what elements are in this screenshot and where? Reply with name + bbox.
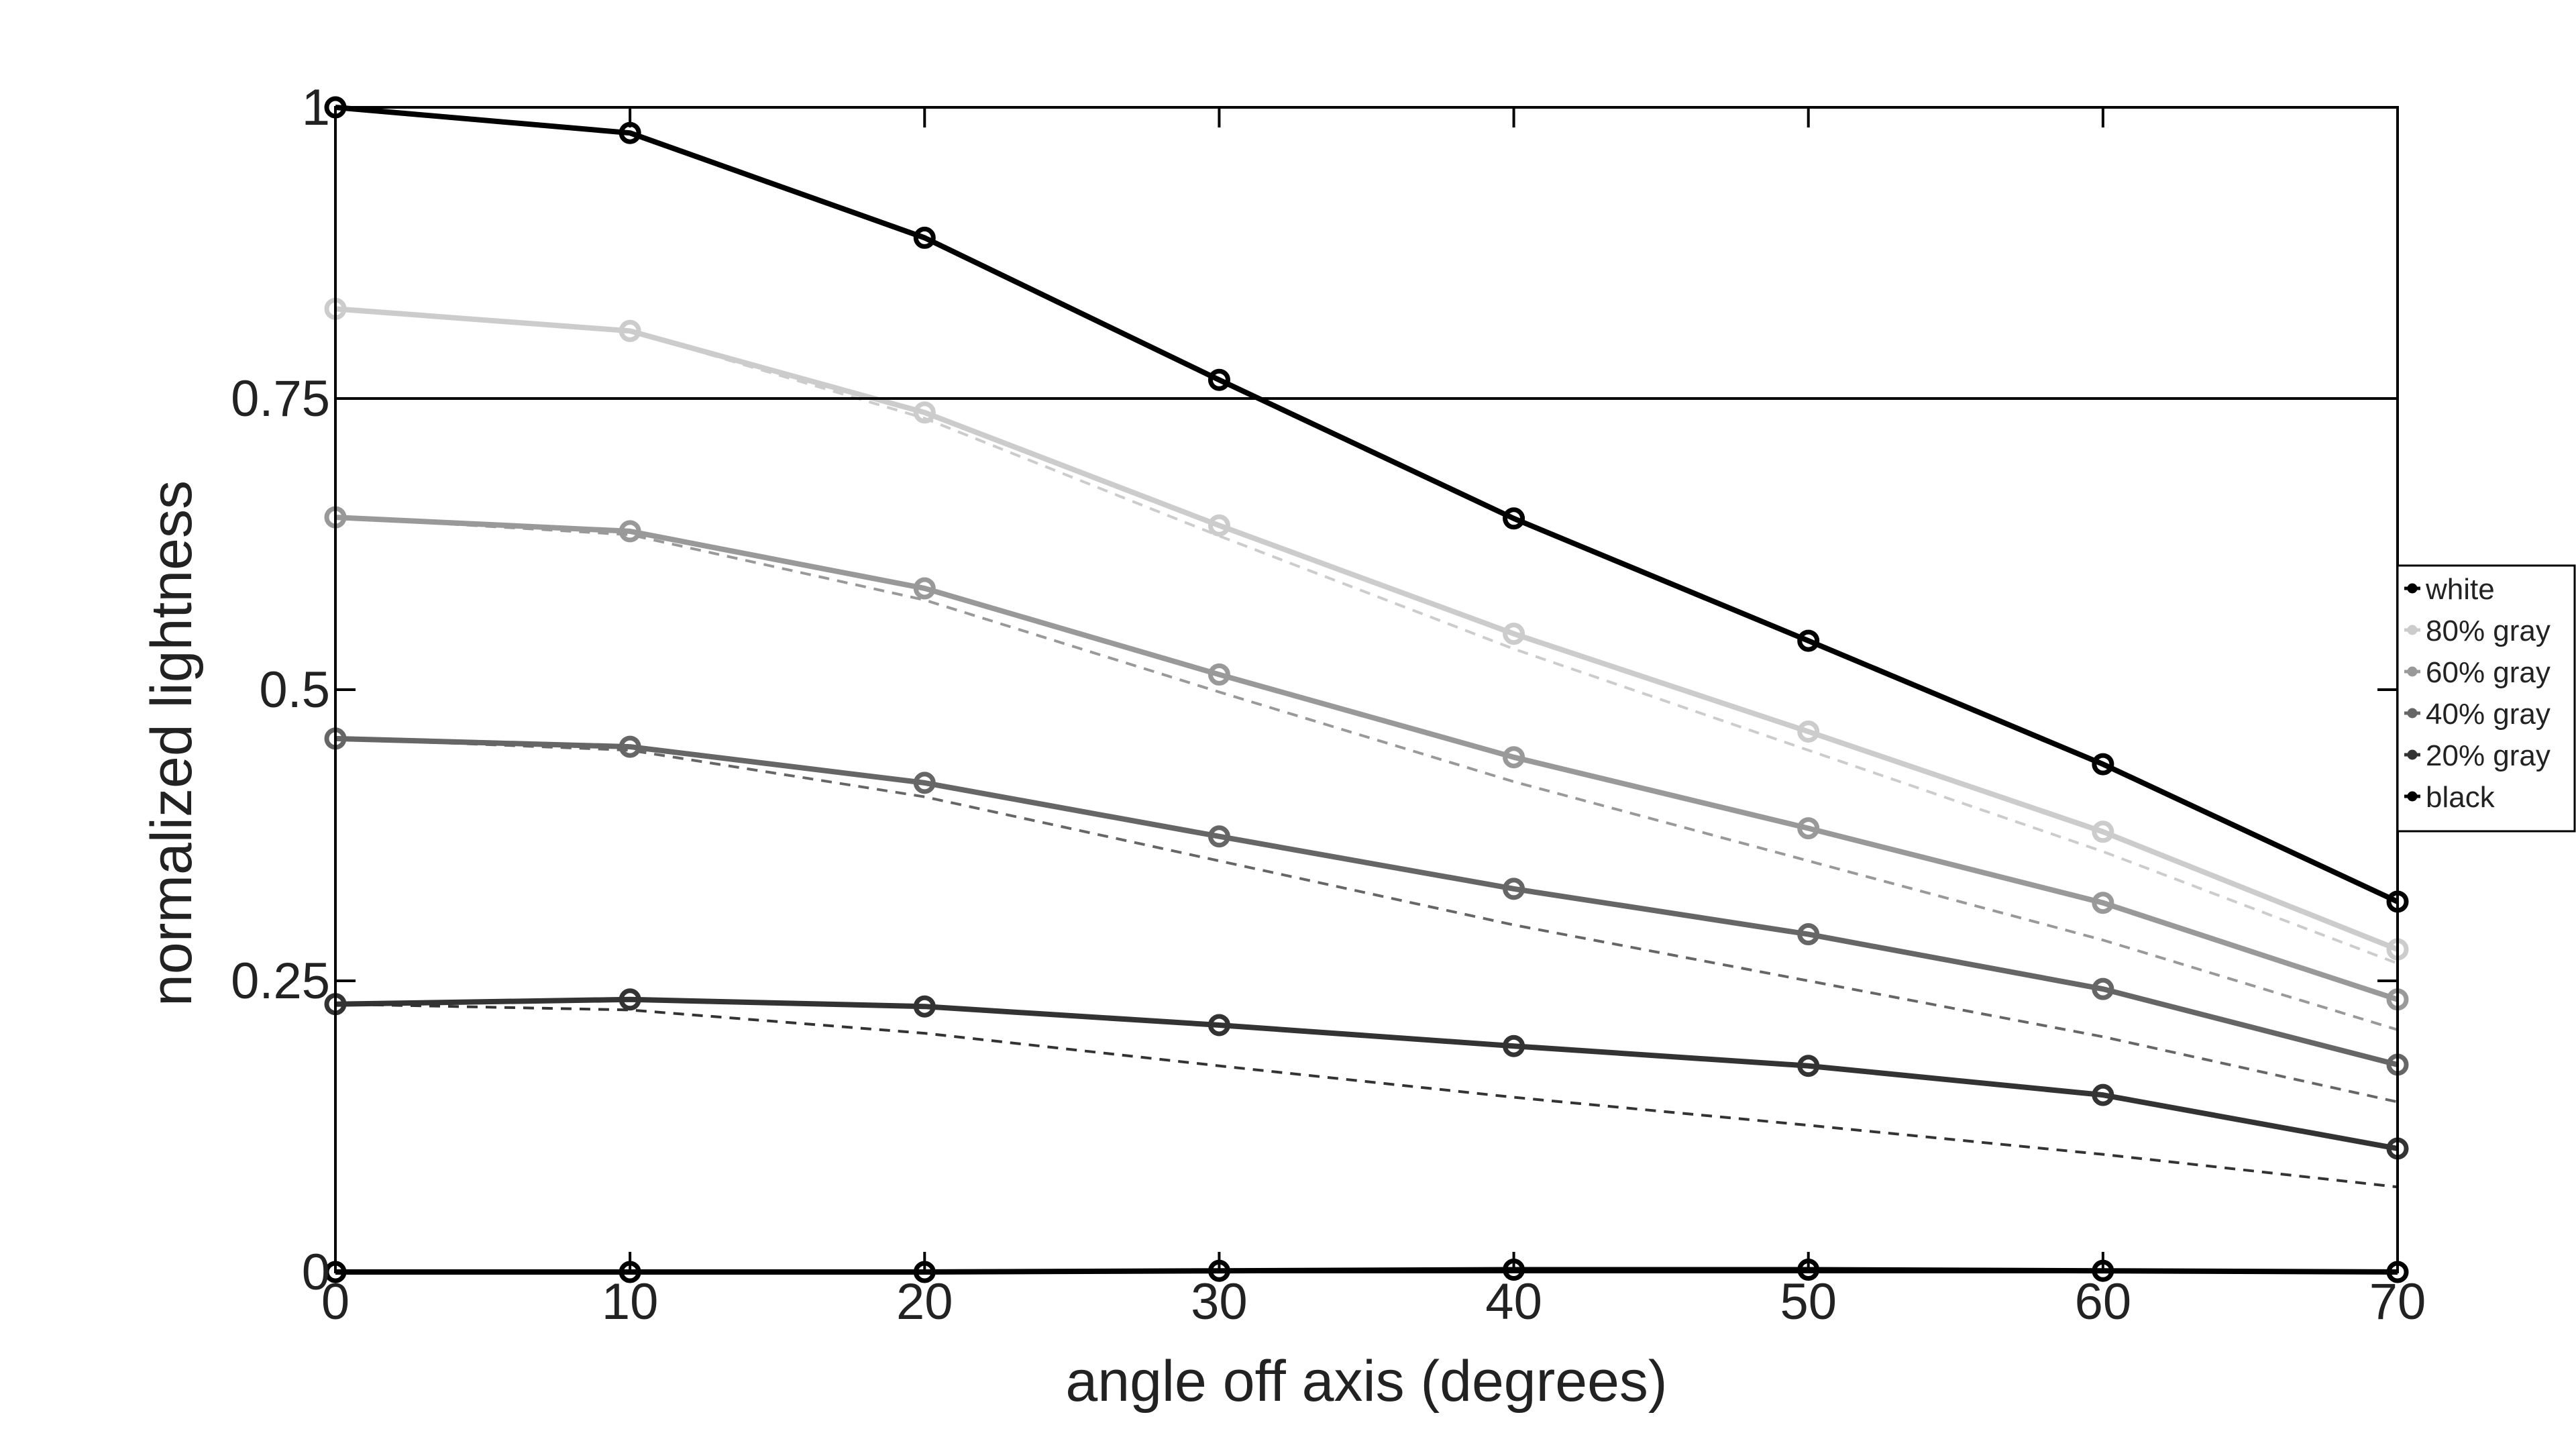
- x-tick-label: 20: [896, 1273, 953, 1330]
- data-point: [1208, 1014, 1230, 1037]
- data-point: [913, 772, 936, 794]
- data-point: [1503, 1035, 1525, 1057]
- y-axis-title: normalized lightness: [140, 480, 204, 1006]
- x-tick-label: 60: [2075, 1273, 2132, 1330]
- series-lines: [335, 105, 2399, 1275]
- plot-border: [334, 106, 2399, 1273]
- legend-label: 40% gray: [2426, 698, 2551, 731]
- y-tick-label: 1: [302, 79, 330, 136]
- data-point: [2092, 977, 2114, 1000]
- x-tick-label: 10: [602, 1273, 659, 1330]
- data-point: [1208, 825, 1230, 848]
- data-point: [619, 319, 641, 342]
- data-point: [1797, 720, 1820, 743]
- axis-ticks: 0 10 20 30 40 50 60 70 0 0.25 0.5 0.75 1: [231, 79, 2426, 1330]
- legend-swatch-marker: [2407, 791, 2418, 802]
- x-tick-label: 70: [2369, 1273, 2426, 1330]
- data-point: [619, 988, 641, 1011]
- data-point: [1208, 368, 1230, 391]
- series-line-20-gray: [335, 996, 2398, 1151]
- data-point: [2092, 820, 2114, 843]
- legend-swatch-marker: [2407, 666, 2418, 677]
- dashed-curve: [335, 516, 2398, 1031]
- legend: white 80% gray 60% gray 40% gray 20% gray bla…: [2396, 564, 2576, 833]
- legend-label: 20% gray: [2426, 739, 2551, 772]
- legend-label: black: [2426, 781, 2496, 814]
- data-point: [1503, 507, 1525, 530]
- x-tick-label: 50: [1780, 1273, 1837, 1330]
- data-point: [1797, 629, 1820, 652]
- data-point: [913, 995, 936, 1018]
- y-tick-label: 0.25: [231, 953, 330, 1010]
- legend-label: 60% gray: [2426, 656, 2551, 689]
- data-point: [1208, 514, 1230, 537]
- plot-frame: [334, 106, 2399, 1273]
- data-point: [1503, 623, 1525, 645]
- data-point: [2092, 892, 2114, 914]
- data-point: [1797, 923, 1820, 946]
- y-tick-label: 0.5: [259, 661, 330, 719]
- data-point: [2092, 753, 2114, 776]
- legend-swatch-marker: [2407, 625, 2418, 635]
- x-tick-label: 40: [1485, 1273, 1542, 1330]
- x-tick-label: 0: [321, 1273, 350, 1330]
- series-line-80-gray: [335, 306, 2399, 952]
- y-tick-label: 0.75: [231, 370, 330, 427]
- data-point: [913, 226, 936, 249]
- data-point: [619, 735, 641, 758]
- legend-swatch-marker: [2407, 708, 2418, 719]
- legend-box: [2396, 564, 2576, 833]
- y-tick-label: 0: [302, 1244, 330, 1301]
- x-tick-label: 30: [1191, 1273, 1248, 1330]
- data-point: [1503, 746, 1525, 769]
- data-point: [2092, 1083, 2114, 1106]
- legend-swatch-marker: [2407, 583, 2418, 594]
- legend-label: 80% gray: [2426, 615, 2551, 647]
- series-line-white: [335, 105, 2399, 904]
- data-point: [913, 401, 936, 424]
- dashed-curve: [335, 1002, 2398, 1189]
- x-axis-title: angle off axis (degrees): [1065, 1349, 1667, 1414]
- data-point: [913, 577, 936, 600]
- series-line-40-gray: [335, 735, 2398, 1067]
- legend-swatch-marker: [2407, 749, 2418, 760]
- data-point: [1208, 663, 1230, 686]
- dashed-curve: [335, 737, 2398, 1104]
- data-point: [619, 520, 641, 543]
- data-point: [1503, 878, 1525, 900]
- series-markers: [324, 96, 2409, 1283]
- data-point: [1797, 817, 1820, 840]
- data-point: [1797, 1055, 1820, 1077]
- legend-label: white: [2425, 573, 2495, 606]
- series-line-60-gray: [335, 515, 2399, 1002]
